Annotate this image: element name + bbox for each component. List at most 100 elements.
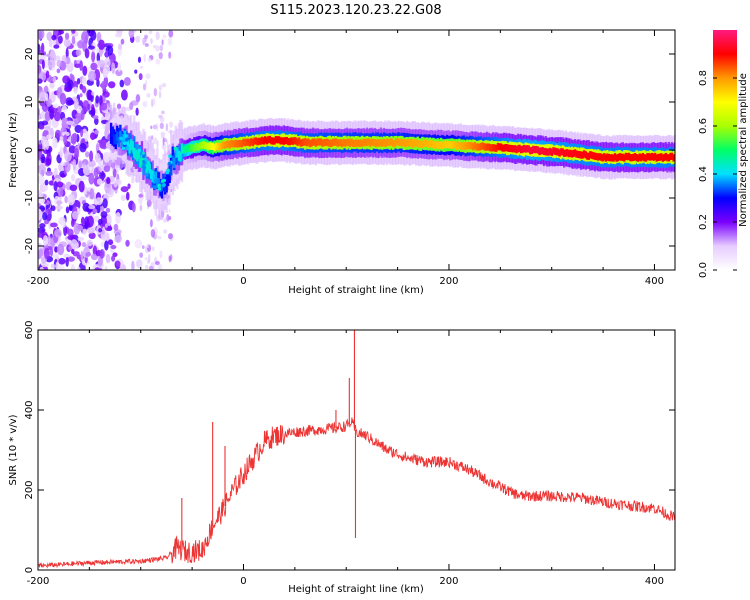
ridge-cell: [242, 138, 245, 146]
noise-blob: [54, 228, 62, 238]
noise-blob: [97, 218, 103, 225]
noise-blob: [38, 232, 45, 238]
ridge-cell: [496, 142, 500, 151]
noise-blob: [54, 129, 61, 138]
ridge-cell: [402, 138, 406, 147]
noise-blob: [155, 31, 160, 41]
noise-blob: [86, 239, 93, 247]
noise-blob: [139, 252, 144, 258]
ridge-cell: [350, 138, 353, 146]
noise-blob: [95, 197, 103, 206]
ridge-cell: [190, 144, 193, 152]
ridge-cell: [284, 137, 287, 145]
ridge-cell: [240, 140, 244, 148]
ridge-cell: [462, 141, 466, 150]
ridge-cell: [205, 142, 208, 150]
noise-blob: [71, 115, 79, 128]
ridge-cell: [282, 137, 285, 145]
ridge-cell: [553, 147, 557, 155]
ridge-cell: [159, 181, 162, 192]
ridge-cell: [165, 175, 168, 193]
noise-blob: [106, 177, 111, 185]
ridge-cell: [236, 140, 239, 148]
ridge-point: [119, 136, 123, 141]
ridge-cell: [415, 139, 418, 147]
snr-x-tick-label: 400: [645, 576, 664, 587]
ridge-cell: [646, 153, 649, 161]
ridge-cell: [499, 143, 503, 151]
ridge-cell: [367, 138, 370, 146]
noise-blob: [39, 223, 46, 229]
ridge-cell: [395, 138, 398, 146]
ridge-cell: [353, 139, 356, 148]
noise-blob: [91, 104, 95, 112]
ridge-cell: [270, 137, 273, 145]
noise-blob: [103, 165, 111, 173]
noise-blob: [102, 198, 108, 209]
ridge-cell: [542, 147, 546, 156]
ridge-cell: [570, 150, 574, 158]
noise-blob: [82, 100, 90, 113]
noise-blob: [168, 216, 172, 221]
noise-blob: [135, 35, 141, 43]
ridge-cell: [327, 139, 330, 147]
ridge-cell: [541, 147, 544, 155]
noise-blob: [56, 68, 61, 74]
noise-blob: [91, 91, 95, 96]
noise-blob: [105, 253, 111, 264]
noise-blob: [62, 75, 70, 84]
ridge-cell: [544, 148, 547, 156]
noise-blob: [139, 204, 143, 212]
noise-blob: [138, 193, 144, 198]
noise-blob: [167, 233, 173, 240]
ridge-cell: [133, 136, 136, 154]
ridge-cell: [660, 153, 663, 161]
ridge-cell: [470, 142, 473, 150]
ridge-cell: [194, 142, 198, 151]
ridge-cell: [139, 146, 142, 164]
ridge-cell: [636, 154, 640, 162]
ridge-cell: [228, 141, 231, 149]
ridge-point: [152, 185, 156, 189]
ridge-cell: [202, 141, 205, 149]
noise-blob: [52, 103, 59, 109]
ridge-cell: [280, 137, 284, 145]
noise-blob: [69, 73, 73, 81]
noise-blob: [160, 210, 165, 219]
noise-blob: [159, 122, 164, 130]
ridge-cell: [427, 140, 430, 149]
noise-blob: [147, 259, 151, 264]
ridge-cell: [510, 144, 514, 153]
noise-blob: [74, 147, 79, 160]
ridge-cell: [493, 144, 497, 152]
noise-blob: [56, 181, 64, 188]
noise-blob: [149, 219, 153, 228]
ridge-cell: [182, 146, 185, 154]
ridge-cell: [487, 143, 490, 151]
ridge-cell: [641, 152, 645, 161]
ridge-cell: [408, 139, 412, 147]
ridge-cell: [231, 140, 235, 148]
noise-blob: [73, 86, 78, 94]
noise-blob: [144, 257, 149, 261]
ridge-cell: [111, 128, 114, 146]
ridge-point: [141, 154, 146, 159]
noise-blob: [49, 108, 55, 120]
noise-blob: [158, 84, 163, 91]
noise-blob: [98, 39, 105, 51]
noise-blob: [162, 34, 167, 39]
noise-blob: [39, 266, 44, 270]
ridge-point: [125, 146, 130, 150]
ridge-cell: [629, 154, 632, 162]
ridge-cell: [556, 148, 560, 156]
ridge-cell: [354, 139, 358, 147]
ridge-cell: [227, 140, 230, 148]
ridge-cell: [609, 154, 612, 162]
ridge-cell: [203, 141, 207, 150]
ridge-cell: [579, 151, 583, 159]
ridge-cell: [276, 136, 279, 144]
noise-blob: [107, 81, 116, 89]
noise-blob: [50, 263, 56, 269]
noise-blob: [98, 228, 103, 233]
noise-blob: [61, 131, 70, 137]
